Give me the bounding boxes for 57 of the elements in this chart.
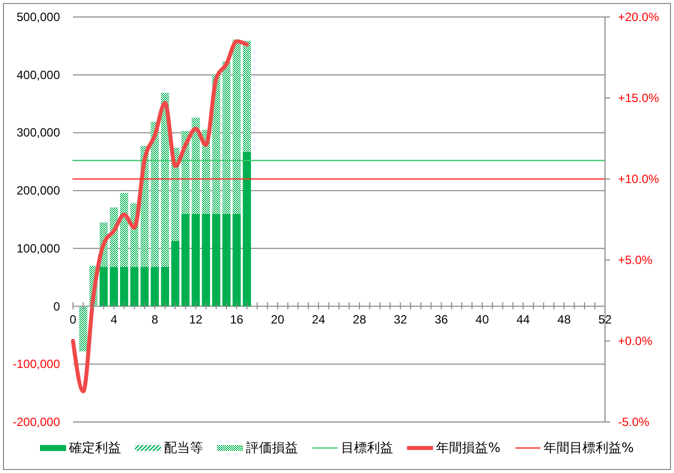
x-tick-label: 48 — [557, 312, 572, 326]
bar — [192, 214, 200, 306]
y2-tick-label: +0.0% — [618, 334, 653, 348]
x-tick-label: 24 — [312, 312, 326, 326]
bar — [222, 214, 231, 306]
legend-label: 確定利益 — [69, 440, 122, 457]
y2-tick-label: +5.0% — [618, 253, 653, 267]
x-tick-label: 12 — [189, 312, 203, 326]
x-tick-label: 32 — [394, 312, 408, 326]
bar — [242, 40, 251, 152]
legend-label: 目標利益 — [341, 440, 394, 457]
bar — [171, 240, 180, 306]
x-tick-label: 36 — [434, 312, 448, 326]
bar — [120, 266, 128, 306]
y-tick-label: 0 — [53, 299, 60, 314]
x-tick-label: 44 — [516, 312, 530, 326]
line-series — [71, 39, 249, 394]
x-tick-label: 4 — [110, 312, 118, 326]
legend-label: 配当等 — [164, 440, 204, 457]
x-tick-label: 52 — [598, 312, 612, 326]
bar — [160, 266, 170, 306]
bar — [100, 266, 108, 306]
x-tick-label: 8 — [152, 312, 158, 326]
bar — [222, 62, 231, 214]
y-tick-label: 100,000 — [16, 241, 60, 256]
bar — [150, 122, 159, 267]
bar — [150, 266, 159, 306]
legend-label: 年間損益% — [436, 440, 500, 457]
y2-tick-label: +10.0% — [618, 172, 660, 186]
x-tick-label: 20 — [270, 312, 285, 326]
y-tick-label: 400,000 — [16, 68, 60, 82]
bar — [130, 266, 138, 306]
y2-tick-label: -5.0% — [618, 415, 650, 429]
bar — [192, 118, 200, 214]
y-tick-label: -100,000 — [12, 357, 60, 372]
bar — [120, 192, 128, 267]
bar — [140, 266, 149, 306]
y-tick-label: 200,000 — [16, 184, 60, 198]
y2-tick-label: +20.0% — [618, 10, 660, 24]
bar — [232, 214, 241, 306]
bar — [242, 152, 251, 306]
x-tick-label: 16 — [230, 312, 244, 326]
x-tick-label: 0 — [70, 312, 77, 326]
bar — [232, 40, 241, 214]
legend-label: 年間目標利益% — [544, 440, 634, 457]
bar — [79, 306, 88, 352]
bar — [212, 214, 220, 306]
y2-tick-label: +15.0% — [618, 91, 660, 105]
bar — [202, 214, 210, 306]
y-tick-label: 300,000 — [16, 126, 60, 140]
y-tick-label: 500,000 — [16, 10, 60, 24]
x-tick-label: 40 — [476, 312, 490, 326]
legend-label: 評価損益 — [246, 440, 298, 457]
bar — [110, 266, 118, 306]
x-tick-label: 28 — [352, 312, 366, 326]
bar — [181, 214, 190, 306]
y-tick-label: -200,000 — [12, 415, 60, 429]
